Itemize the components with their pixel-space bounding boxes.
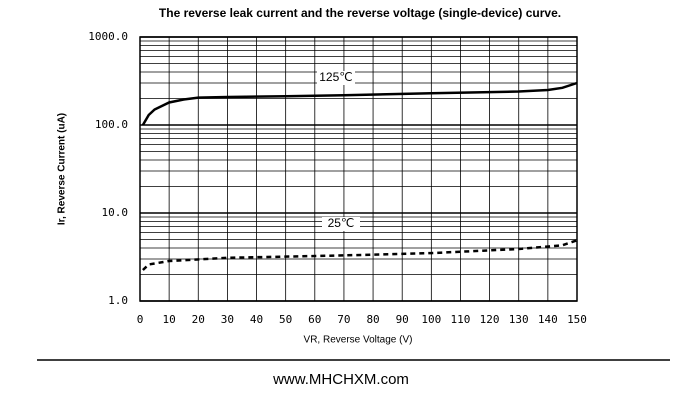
- x-tick-label: 150: [567, 313, 587, 326]
- x-tick-label: 40: [250, 313, 263, 326]
- x-tick-label: 100: [421, 313, 441, 326]
- chart-title: The reverse leak current and the reverse…: [159, 6, 561, 20]
- x-axis-label: VR, Reverse Voltage (V): [304, 335, 413, 346]
- x-tick-label: 110: [451, 313, 471, 326]
- series-label: 25℃: [328, 216, 355, 230]
- x-tick-label: 50: [279, 313, 292, 326]
- x-tick-label: 20: [192, 313, 205, 326]
- series-line: [141, 81, 578, 126]
- y-tick-label: 100.0: [95, 118, 128, 131]
- x-tick-label: 70: [337, 313, 350, 326]
- x-tick-label: 140: [538, 313, 558, 326]
- x-tick-label: 80: [366, 313, 379, 326]
- footer: www.MHCHXM.com: [272, 371, 409, 388]
- y-tick-label: 1.0: [108, 294, 128, 307]
- x-tick-label: 0: [137, 313, 144, 326]
- y-axis-label: Ir, Reverse Current (uA): [57, 113, 68, 225]
- y-tick-label: 1000.0: [88, 30, 128, 43]
- x-tick-label: 10: [163, 313, 176, 326]
- x-tick-label: 60: [308, 313, 321, 326]
- plot-frame: [139, 36, 578, 302]
- series-label: 125℃: [319, 70, 353, 84]
- y-tick-label: 10.0: [102, 206, 129, 219]
- label-background: [322, 217, 360, 231]
- label-background: [317, 71, 355, 85]
- x-tick-label: 120: [480, 313, 500, 326]
- x-tick-label: 30: [221, 313, 234, 326]
- x-tick-label: 90: [396, 313, 409, 326]
- series-line: [142, 239, 578, 271]
- x-tick-label: 130: [509, 313, 529, 326]
